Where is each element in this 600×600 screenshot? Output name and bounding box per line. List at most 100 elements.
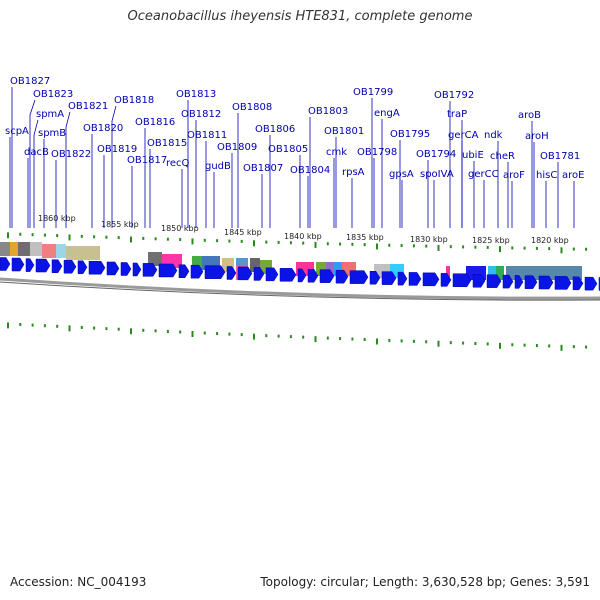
gene-arrow[interactable] <box>472 274 486 288</box>
gene-label-ob1805[interactable]: OB1805 <box>268 144 308 155</box>
accession: Accession: NC_004193 <box>10 575 147 589</box>
feature-band <box>488 266 496 280</box>
gene-label-scpa[interactable]: scpA <box>5 126 29 137</box>
gene-arrow[interactable] <box>572 276 584 291</box>
gene-arrow[interactable] <box>265 267 279 282</box>
gene-arrow[interactable] <box>178 264 190 278</box>
gene-label-aroe[interactable]: aroE <box>562 170 584 181</box>
gene-arrow[interactable] <box>381 271 397 285</box>
gene-label-ob1819[interactable]: OB1819 <box>97 144 137 155</box>
gene-arrow[interactable] <box>237 266 253 281</box>
gene-label-arob[interactable]: aroB <box>518 110 541 121</box>
gene-arrow[interactable] <box>554 276 572 290</box>
gene-label-enga[interactable]: engA <box>374 108 400 119</box>
gene-arrow[interactable] <box>158 263 178 278</box>
gene-label-ob1812[interactable]: OB1812 <box>181 109 221 120</box>
gene-arrow[interactable] <box>106 261 120 276</box>
gene-arrow[interactable] <box>349 270 369 284</box>
gene-label-spoiva[interactable]: spoIVA <box>420 169 454 180</box>
gene-arrow[interactable] <box>253 267 265 281</box>
gene-arrow[interactable] <box>11 257 25 272</box>
leader-line <box>29 99 36 228</box>
kbp-label: 1835 kbp <box>346 233 384 242</box>
gene-arrow[interactable] <box>524 275 538 289</box>
gene-arrow[interactable] <box>502 274 514 289</box>
gene-label-ob1792[interactable]: OB1792 <box>434 90 474 101</box>
gene-arrow[interactable] <box>0 257 11 271</box>
gene-arrow[interactable] <box>369 271 381 285</box>
gene-label-hisc[interactable]: hisC <box>536 170 557 181</box>
gene-arrow[interactable] <box>204 265 226 279</box>
gene-label-ob1795[interactable]: OB1795 <box>390 129 430 140</box>
gene-label-ob1808[interactable]: OB1808 <box>232 102 272 113</box>
gene-label-spmb[interactable]: spmB <box>38 128 66 139</box>
gene-label-ob1813[interactable]: OB1813 <box>176 89 216 100</box>
gene-label-gercc[interactable]: gerCC <box>468 169 499 180</box>
gene-label-ob1798[interactable]: OB1798 <box>357 147 397 158</box>
gene-arrow[interactable] <box>486 274 502 288</box>
gene-label-cher[interactable]: cheR <box>490 151 515 162</box>
gene-label-ob1820[interactable]: OB1820 <box>83 123 123 134</box>
gene-label-ob1827[interactable]: OB1827 <box>10 76 50 87</box>
gene-arrow[interactable] <box>63 259 77 274</box>
gene-label-gerca[interactable]: gerCA <box>448 130 479 141</box>
gene-label-ndk[interactable]: ndk <box>484 130 503 141</box>
gene-arrow[interactable] <box>190 264 204 279</box>
gene-label-dacb[interactable]: dacB <box>24 147 49 158</box>
gene-label-ob1799[interactable]: OB1799 <box>353 87 393 98</box>
gene-arrow[interactable] <box>538 275 554 290</box>
gene-arrow[interactable] <box>88 260 106 275</box>
feature-band <box>56 244 66 258</box>
gene-arrow[interactable] <box>120 262 132 276</box>
gene-label-ob1804[interactable]: OB1804 <box>290 165 330 176</box>
feature-band <box>334 262 342 276</box>
gene-arrow[interactable] <box>452 273 472 287</box>
gene-arrow[interactable] <box>440 273 452 287</box>
gene-arrow[interactable] <box>77 260 88 275</box>
gene-arrow[interactable] <box>307 269 319 283</box>
gene-label-rpsa[interactable]: rpsA <box>342 167 365 178</box>
gene-label-ubie[interactable]: ubiE <box>462 150 484 161</box>
gene-label-ob1807[interactable]: OB1807 <box>243 163 283 174</box>
gene-arrow[interactable] <box>319 269 335 283</box>
gene-label-ob1811[interactable]: OB1811 <box>187 130 227 141</box>
gene-arrow[interactable] <box>35 258 51 273</box>
gene-arrow[interactable] <box>279 268 297 282</box>
gene-label-ob1809[interactable]: OB1809 <box>217 142 257 153</box>
gene-arrow[interactable] <box>25 258 35 272</box>
gene-label-recq[interactable]: recQ <box>166 158 190 169</box>
gene-label-ob1803[interactable]: OB1803 <box>308 106 348 117</box>
gene-arrow[interactable] <box>132 262 142 277</box>
gene-label-arof[interactable]: aroF <box>503 170 525 181</box>
gene-label-cmk[interactable]: cmk <box>326 147 347 158</box>
gene-arrow[interactable] <box>397 271 408 286</box>
gene-label-ob1822[interactable]: OB1822 <box>51 149 91 160</box>
gene-label-aroh[interactable]: aroH <box>525 131 549 142</box>
gene-arrow[interactable] <box>297 268 307 283</box>
gene-label-ob1781[interactable]: OB1781 <box>540 151 580 162</box>
gene-arrow[interactable] <box>226 266 237 280</box>
gene-arrow[interactable] <box>422 272 440 287</box>
gene-label-ob1794[interactable]: OB1794 <box>416 149 456 160</box>
gene-label-ob1815[interactable]: OB1815 <box>147 138 187 149</box>
gene-arrow[interactable] <box>142 263 158 277</box>
gene-arrow[interactable] <box>514 275 524 289</box>
gene-label-ob1821[interactable]: OB1821 <box>68 101 108 112</box>
gene-arrow[interactable] <box>584 276 598 291</box>
gene-label-gpsa[interactable]: gpsA <box>389 169 414 180</box>
gene-arrow[interactable] <box>408 272 422 286</box>
gene-label-ob1806[interactable]: OB1806 <box>255 124 295 135</box>
gene-label-gudb[interactable]: gudB <box>205 161 231 172</box>
gene-label-ob1816[interactable]: OB1816 <box>135 117 175 128</box>
gene-arrow[interactable] <box>335 269 349 284</box>
gene-label-spma[interactable]: spmA <box>36 109 64 120</box>
gene-label-ob1823[interactable]: OB1823 <box>33 89 73 100</box>
feature-band <box>10 242 18 256</box>
gene-label-trap[interactable]: traP <box>447 109 467 120</box>
gene-label-ob1801[interactable]: OB1801 <box>324 126 364 137</box>
gene-arrow[interactable] <box>51 259 63 273</box>
genome-summary: Topology: circular; Length: 3,630,528 bp… <box>260 575 590 589</box>
gene-label-ob1817[interactable]: OB1817 <box>127 155 167 166</box>
gene-label-ob1818[interactable]: OB1818 <box>114 95 154 106</box>
